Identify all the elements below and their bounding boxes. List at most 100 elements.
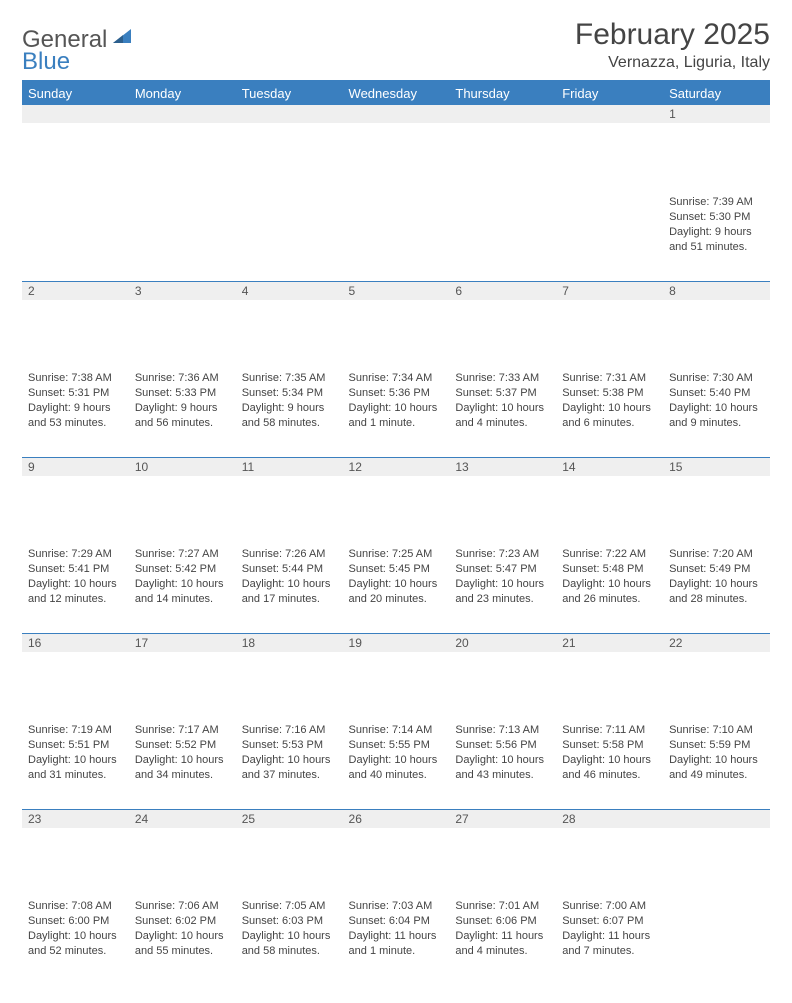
- day-number-cell: 27: [449, 809, 556, 897]
- day-number: [22, 105, 129, 123]
- sunset-line: Sunset: 5:37 PM: [455, 386, 550, 401]
- sunrise-line: Sunrise: 7:23 AM: [455, 547, 550, 562]
- day-cell: Sunrise: 7:00 AMSunset: 6:07 PMDaylight:…: [556, 897, 663, 985]
- day-cell: Sunrise: 7:05 AMSunset: 6:03 PMDaylight:…: [236, 897, 343, 985]
- week-daynum-row: 1: [22, 105, 770, 193]
- day-number: 2: [22, 281, 129, 300]
- daylight-line: Daylight: 10 hours and 43 minutes.: [455, 753, 550, 783]
- day-cell: Sunrise: 7:26 AMSunset: 5:44 PMDaylight:…: [236, 545, 343, 633]
- day-number: 5: [343, 281, 450, 300]
- day-cell: Sunrise: 7:38 AMSunset: 5:31 PMDaylight:…: [22, 369, 129, 457]
- col-tuesday: Tuesday: [236, 82, 343, 105]
- sunset-line: Sunset: 6:03 PM: [242, 914, 337, 929]
- day-cell: [449, 193, 556, 281]
- week-body-row: Sunrise: 7:29 AMSunset: 5:41 PMDaylight:…: [22, 545, 770, 633]
- day-details: Sunrise: 7:30 AMSunset: 5:40 PMDaylight:…: [663, 369, 770, 436]
- day-number-cell: 23: [22, 809, 129, 897]
- day-cell: [22, 193, 129, 281]
- day-cell: Sunrise: 7:10 AMSunset: 5:59 PMDaylight:…: [663, 721, 770, 809]
- daylight-line: Daylight: 9 hours and 53 minutes.: [28, 401, 123, 431]
- sunset-line: Sunset: 5:52 PM: [135, 738, 230, 753]
- day-number-cell: 3: [129, 281, 236, 369]
- day-number: 26: [343, 809, 450, 828]
- day-header-row: Sunday Monday Tuesday Wednesday Thursday…: [22, 82, 770, 105]
- sunset-line: Sunset: 6:06 PM: [455, 914, 550, 929]
- day-number-cell: 14: [556, 457, 663, 545]
- sunset-line: Sunset: 5:31 PM: [28, 386, 123, 401]
- day-number: 24: [129, 809, 236, 828]
- sunrise-line: Sunrise: 7:17 AM: [135, 723, 230, 738]
- day-number: 3: [129, 281, 236, 300]
- day-number: 15: [663, 457, 770, 476]
- sunrise-line: Sunrise: 7:16 AM: [242, 723, 337, 738]
- day-cell: Sunrise: 7:35 AMSunset: 5:34 PMDaylight:…: [236, 369, 343, 457]
- day-number-cell: 2: [22, 281, 129, 369]
- day-details: Sunrise: 7:23 AMSunset: 5:47 PMDaylight:…: [449, 545, 556, 612]
- day-number: 4: [236, 281, 343, 300]
- day-cell: Sunrise: 7:16 AMSunset: 5:53 PMDaylight:…: [236, 721, 343, 809]
- day-cell: Sunrise: 7:29 AMSunset: 5:41 PMDaylight:…: [22, 545, 129, 633]
- day-cell: Sunrise: 7:22 AMSunset: 5:48 PMDaylight:…: [556, 545, 663, 633]
- day-cell: Sunrise: 7:13 AMSunset: 5:56 PMDaylight:…: [449, 721, 556, 809]
- day-cell: [663, 897, 770, 985]
- daylight-line: Daylight: 10 hours and 40 minutes.: [349, 753, 444, 783]
- day-number-cell: [236, 105, 343, 193]
- day-number-cell: 13: [449, 457, 556, 545]
- day-cell: Sunrise: 7:33 AMSunset: 5:37 PMDaylight:…: [449, 369, 556, 457]
- day-number-cell: 15: [663, 457, 770, 545]
- sail-icon: [111, 24, 133, 52]
- day-details: Sunrise: 7:06 AMSunset: 6:02 PMDaylight:…: [129, 897, 236, 964]
- day-number: [556, 105, 663, 123]
- day-cell: [236, 193, 343, 281]
- daylight-line: Daylight: 10 hours and 23 minutes.: [455, 577, 550, 607]
- sunrise-line: Sunrise: 7:22 AM: [562, 547, 657, 562]
- week-daynum-row: 232425262728: [22, 809, 770, 897]
- day-number-cell: 7: [556, 281, 663, 369]
- day-number: 18: [236, 633, 343, 652]
- day-details: Sunrise: 7:05 AMSunset: 6:03 PMDaylight:…: [236, 897, 343, 964]
- day-details: Sunrise: 7:19 AMSunset: 5:51 PMDaylight:…: [22, 721, 129, 788]
- daylight-line: Daylight: 10 hours and 9 minutes.: [669, 401, 764, 431]
- month-title: February 2025: [575, 18, 770, 52]
- day-cell: [343, 193, 450, 281]
- day-cell: Sunrise: 7:27 AMSunset: 5:42 PMDaylight:…: [129, 545, 236, 633]
- sunset-line: Sunset: 5:59 PM: [669, 738, 764, 753]
- sunset-line: Sunset: 5:56 PM: [455, 738, 550, 753]
- daylight-line: Daylight: 10 hours and 31 minutes.: [28, 753, 123, 783]
- daylight-line: Daylight: 10 hours and 49 minutes.: [669, 753, 764, 783]
- day-details: Sunrise: 7:25 AMSunset: 5:45 PMDaylight:…: [343, 545, 450, 612]
- day-number-cell: 25: [236, 809, 343, 897]
- sunset-line: Sunset: 5:49 PM: [669, 562, 764, 577]
- sunset-line: Sunset: 5:55 PM: [349, 738, 444, 753]
- day-details: Sunrise: 7:38 AMSunset: 5:31 PMDaylight:…: [22, 369, 129, 436]
- day-cell: Sunrise: 7:31 AMSunset: 5:38 PMDaylight:…: [556, 369, 663, 457]
- sunset-line: Sunset: 5:51 PM: [28, 738, 123, 753]
- sunrise-line: Sunrise: 7:33 AM: [455, 371, 550, 386]
- sunrise-line: Sunrise: 7:08 AM: [28, 899, 123, 914]
- day-cell: Sunrise: 7:25 AMSunset: 5:45 PMDaylight:…: [343, 545, 450, 633]
- sunset-line: Sunset: 5:41 PM: [28, 562, 123, 577]
- day-details: Sunrise: 7:13 AMSunset: 5:56 PMDaylight:…: [449, 721, 556, 788]
- daylight-line: Daylight: 9 hours and 56 minutes.: [135, 401, 230, 431]
- daylight-line: Daylight: 10 hours and 37 minutes.: [242, 753, 337, 783]
- sunrise-line: Sunrise: 7:39 AM: [669, 195, 764, 210]
- day-cell: Sunrise: 7:08 AMSunset: 6:00 PMDaylight:…: [22, 897, 129, 985]
- col-wednesday: Wednesday: [343, 82, 450, 105]
- daylight-line: Daylight: 10 hours and 26 minutes.: [562, 577, 657, 607]
- day-number-cell: 17: [129, 633, 236, 721]
- day-number-cell: 6: [449, 281, 556, 369]
- day-number: 27: [449, 809, 556, 828]
- sunset-line: Sunset: 5:38 PM: [562, 386, 657, 401]
- day-number-cell: [129, 105, 236, 193]
- daylight-line: Daylight: 11 hours and 1 minute.: [349, 929, 444, 959]
- day-number-cell: 8: [663, 281, 770, 369]
- day-number-cell: 12: [343, 457, 450, 545]
- sunrise-line: Sunrise: 7:13 AM: [455, 723, 550, 738]
- sunset-line: Sunset: 6:00 PM: [28, 914, 123, 929]
- day-number: [343, 105, 450, 123]
- daylight-line: Daylight: 10 hours and 14 minutes.: [135, 577, 230, 607]
- day-number: 11: [236, 457, 343, 476]
- title-block: February 2025 Vernazza, Liguria, Italy: [575, 18, 770, 72]
- day-number-cell: 1: [663, 105, 770, 193]
- daylight-line: Daylight: 10 hours and 12 minutes.: [28, 577, 123, 607]
